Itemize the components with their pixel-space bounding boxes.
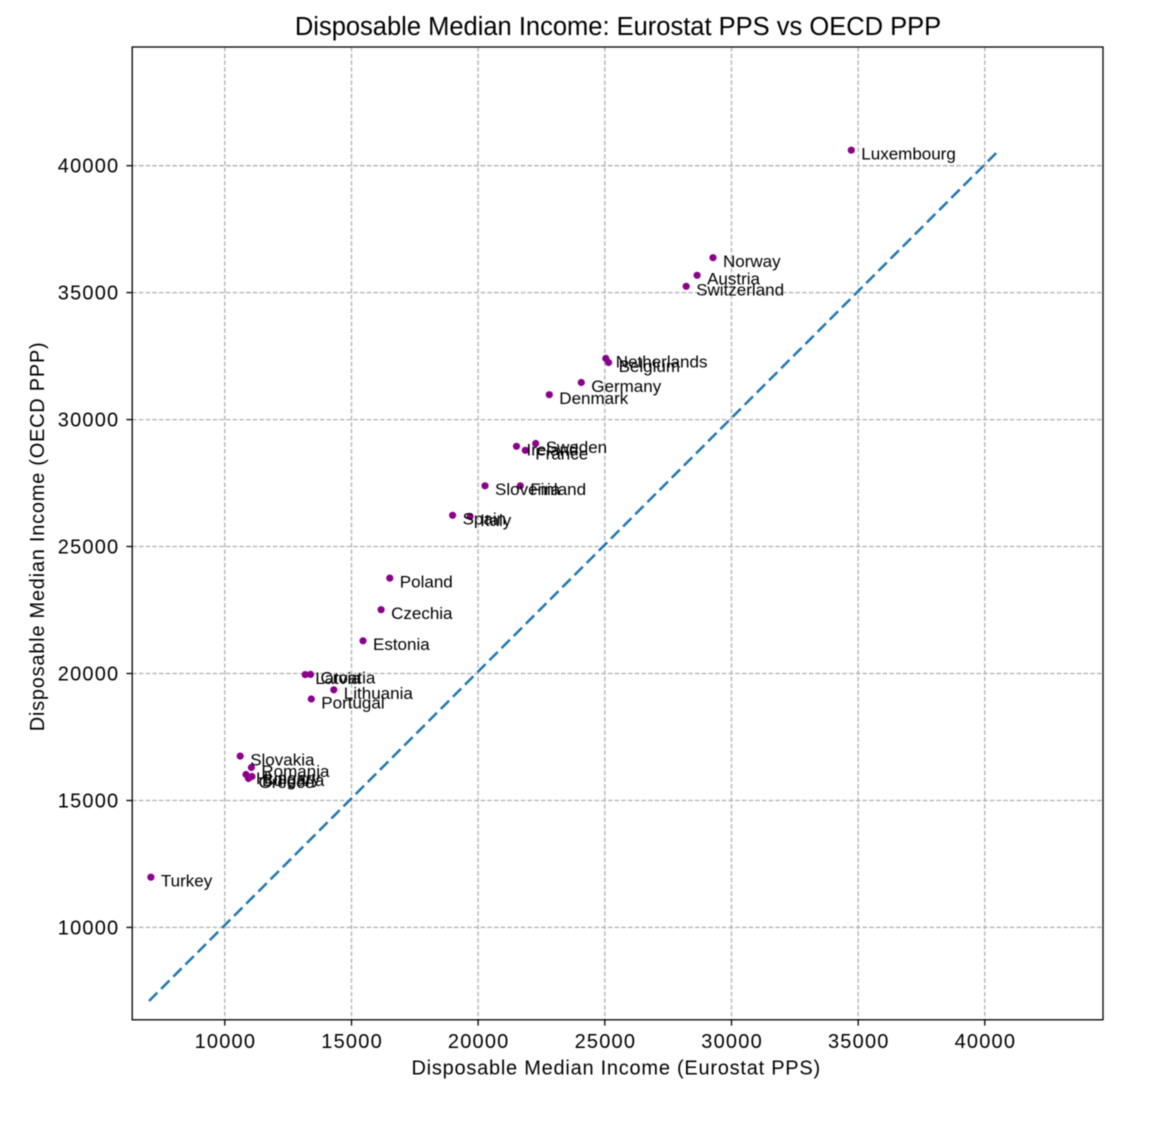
svg-text:Bulgaria: Bulgaria <box>262 771 325 790</box>
svg-text:Netherlands: Netherlands <box>616 353 708 372</box>
svg-text:Croatia: Croatia <box>321 669 376 688</box>
svg-text:Latvia: Latvia <box>315 669 361 688</box>
svg-text:Portugal: Portugal <box>321 693 384 712</box>
svg-text:Denmark: Denmark <box>559 389 628 408</box>
svg-text:Disposable Median Income (Euro: Disposable Median Income (Eurostat PPS) <box>411 1057 820 1079</box>
svg-text:Disposable Median Income (OECD: Disposable Median Income (OECD PPP) <box>27 342 49 732</box>
svg-text:Belgium: Belgium <box>619 357 680 376</box>
svg-text:Estonia: Estonia <box>373 635 430 654</box>
svg-text:Poland: Poland <box>400 572 453 591</box>
svg-text:10000: 10000 <box>195 1031 257 1053</box>
svg-text:Disposable Median Income: Euro: Disposable Median Income: Eurostat PPS v… <box>295 13 941 41</box>
svg-text:15000: 15000 <box>321 1031 383 1053</box>
svg-text:35000: 35000 <box>828 1031 890 1053</box>
svg-text:20000: 20000 <box>448 1031 510 1053</box>
svg-text:Sweden: Sweden <box>546 438 607 457</box>
svg-text:15000: 15000 <box>58 791 120 813</box>
svg-text:Luxembourg: Luxembourg <box>861 145 956 164</box>
svg-text:France: France <box>535 445 588 464</box>
svg-text:Turkey: Turkey <box>161 872 213 891</box>
svg-text:Spain: Spain <box>463 510 506 529</box>
svg-text:Norway: Norway <box>723 252 781 271</box>
svg-text:25000: 25000 <box>575 1031 637 1053</box>
svg-text:Czechia: Czechia <box>391 604 453 623</box>
svg-text:Slovakia: Slovakia <box>250 750 315 769</box>
svg-text:Romania: Romania <box>261 762 330 781</box>
svg-text:30000: 30000 <box>701 1031 763 1053</box>
svg-text:25000: 25000 <box>58 537 120 559</box>
svg-text:Germany: Germany <box>591 377 661 396</box>
svg-text:Italy: Italy <box>480 511 512 530</box>
svg-text:40000: 40000 <box>955 1031 1017 1053</box>
svg-text:10000: 10000 <box>58 917 120 939</box>
svg-text:Hungary: Hungary <box>256 769 321 788</box>
svg-text:20000: 20000 <box>58 664 120 686</box>
svg-text:40000: 40000 <box>58 156 120 178</box>
svg-text:Slovenia: Slovenia <box>495 480 561 499</box>
svg-text:Switzerland: Switzerland <box>696 281 784 300</box>
svg-text:Lithuania: Lithuania <box>344 684 414 703</box>
svg-text:Ireland: Ireland <box>527 441 579 460</box>
svg-text:Greece: Greece <box>259 773 315 792</box>
svg-text:Finland: Finland <box>530 480 586 499</box>
svg-text:35000: 35000 <box>58 283 120 305</box>
svg-text:Austria: Austria <box>707 270 760 289</box>
svg-text:30000: 30000 <box>58 410 120 432</box>
